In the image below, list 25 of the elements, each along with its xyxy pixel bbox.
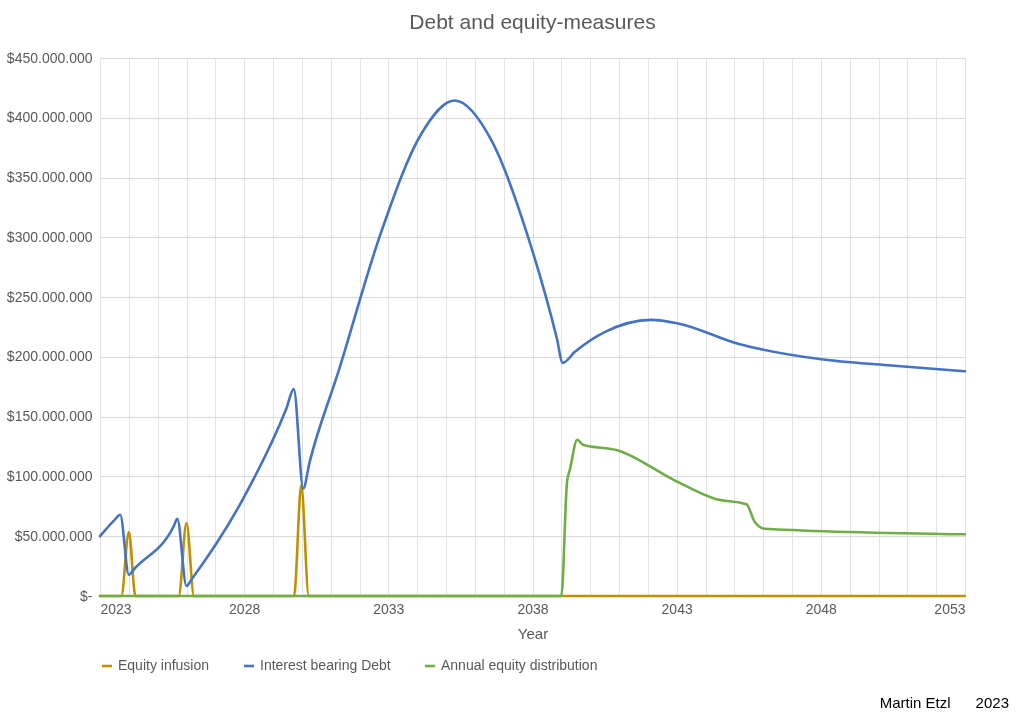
x-tick-label: 2023: [100, 600, 132, 617]
legend-label: Interest bearing Debt: [260, 657, 391, 673]
legend-label: Annual equity distribution: [441, 657, 598, 673]
y-tick-label: $350.000.000: [6, 169, 93, 186]
text: Martin Etzl 2023: [879, 694, 1009, 711]
x-tick-label: 2053: [934, 600, 966, 617]
x-tick-label: 2028: [229, 600, 261, 617]
legend-label: Equity infusion: [118, 657, 210, 673]
x-tick-label: 2033: [373, 600, 405, 617]
line-series: [98, 438, 967, 598]
y-tick-label: $250.000.000: [6, 288, 93, 305]
x-tick-label: 2038: [517, 600, 549, 617]
y-tick-label: $100.000.000: [6, 467, 93, 484]
y-tick-label: $150.000.000: [6, 408, 93, 425]
y-tick-label: $450.000.000: [6, 49, 93, 66]
y-tick-label: $200.000.000: [6, 348, 93, 365]
chart-title: Debt and equity-measures: [409, 10, 656, 33]
y-tick-label: $400.000.000: [6, 109, 93, 126]
x-tick-label: 2048: [805, 600, 838, 617]
y-tick-label: $50.000.000: [14, 527, 93, 544]
x-axis-title: Year: [517, 624, 549, 642]
x-tick-label: 2043: [661, 600, 693, 617]
y-tick-label: $-: [80, 587, 93, 604]
line-series: [98, 99, 967, 588]
y-tick-label: $300.000.000: [6, 228, 93, 245]
